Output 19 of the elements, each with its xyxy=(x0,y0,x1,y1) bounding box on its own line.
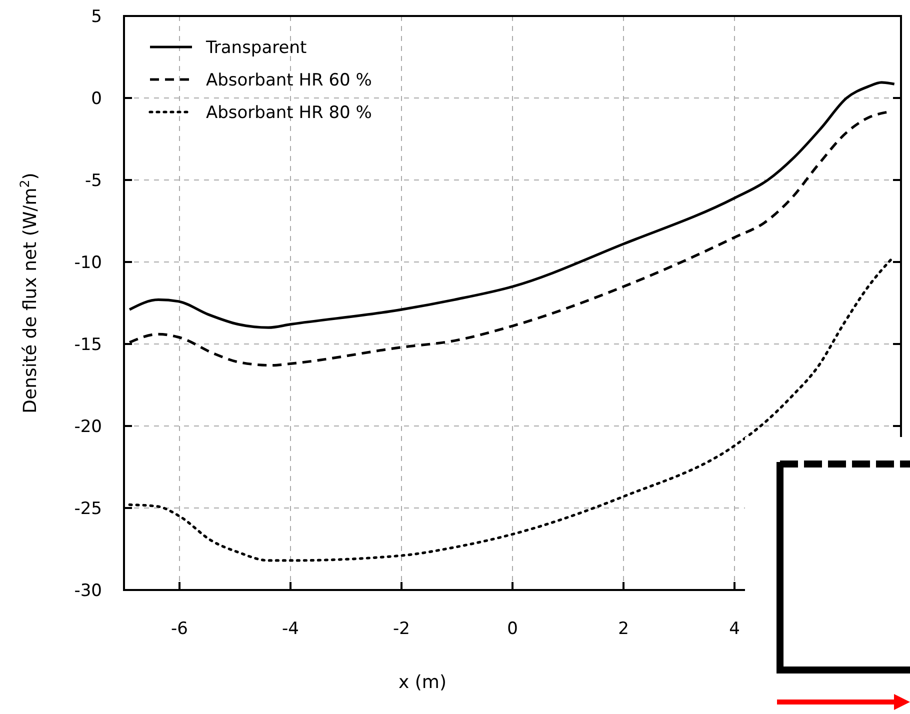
y-tick-label: -15 xyxy=(74,335,102,355)
y-tick-label: -20 xyxy=(74,417,102,437)
legend-label: Absorbant HR 80 % xyxy=(206,103,372,123)
x-tick-label: -4 xyxy=(282,619,299,639)
line-series xyxy=(128,256,895,562)
y-tick-label: 0 xyxy=(91,89,102,109)
x-tick-label: 0 xyxy=(507,619,518,639)
y-tick-label: -5 xyxy=(85,171,102,191)
x-axis-title: x (m) xyxy=(398,672,446,693)
x-tick-label: -2 xyxy=(393,619,410,639)
y-tick-label: -30 xyxy=(74,581,102,601)
x-tick-label: 2 xyxy=(618,619,629,639)
x-tick-label: 4 xyxy=(729,619,740,639)
legend-label: Absorbant HR 60 % xyxy=(206,70,372,90)
y-tick-label: -25 xyxy=(74,499,102,519)
y-tick-label: 5 xyxy=(91,7,102,27)
x-tick-label: -6 xyxy=(171,619,188,639)
y-tick-label: -10 xyxy=(74,253,102,273)
legend-label: Transparent xyxy=(205,38,307,58)
